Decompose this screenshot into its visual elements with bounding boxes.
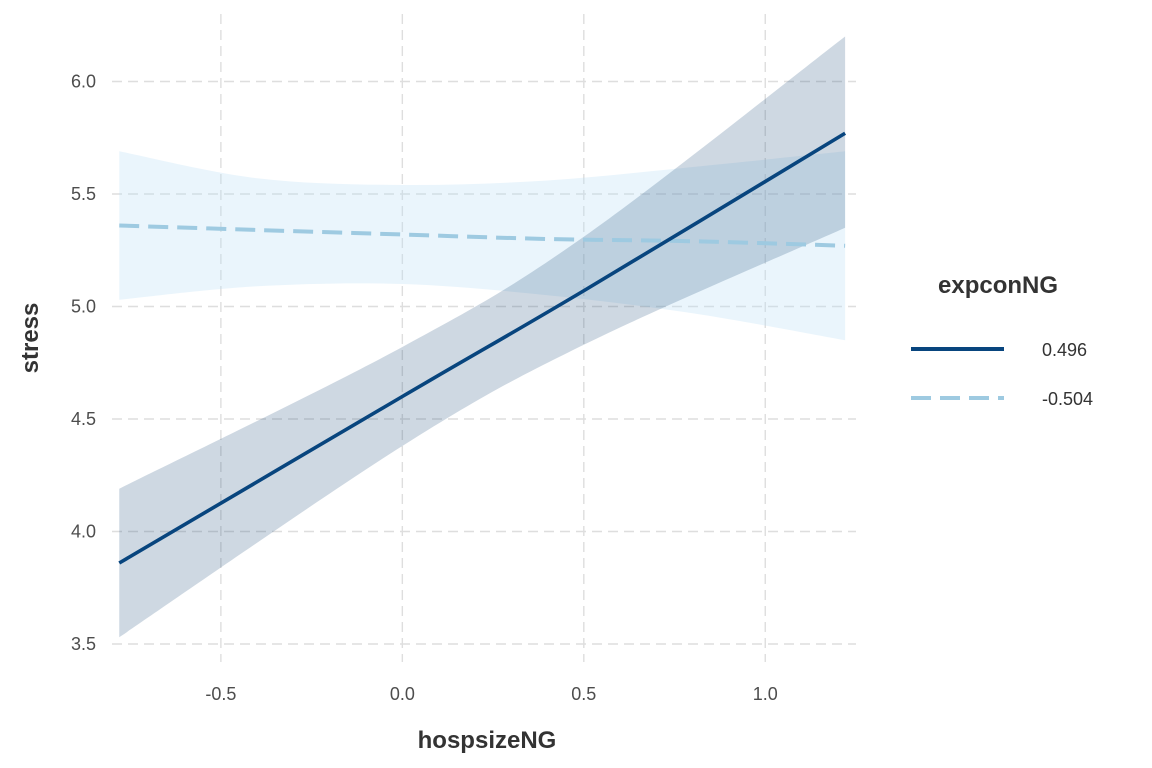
x-axis-title: hospsizeNG xyxy=(418,727,557,754)
y-tick-label: 6.0 xyxy=(71,72,96,92)
legend-title: expconNG xyxy=(938,272,1058,299)
confidence-band-1 xyxy=(119,151,846,341)
y-tick-label: 4.0 xyxy=(71,522,96,542)
series-lines xyxy=(118,131,847,565)
confidence-band-0 xyxy=(119,36,846,638)
x-tick-label: 0.0 xyxy=(390,684,415,704)
legend-label-0: 0.496 xyxy=(1042,340,1087,360)
y-axis-title: stress xyxy=(17,303,44,374)
legend: expconNG 0.496 -0.504 xyxy=(911,272,1093,409)
legend-label-1: -0.504 xyxy=(1042,389,1093,409)
y-tick-label: 3.5 xyxy=(71,634,96,654)
series-line-0 xyxy=(118,131,847,565)
confidence-bands xyxy=(119,36,846,638)
y-tick-label: 5.5 xyxy=(71,184,96,204)
grid xyxy=(112,14,856,662)
x-tick-label: 0.5 xyxy=(571,684,596,704)
x-tick-label: -0.5 xyxy=(205,684,236,704)
series-line-1 xyxy=(119,223,846,248)
x-tick-labels: -0.5 0.0 0.5 1.0 xyxy=(205,684,777,704)
y-tick-label: 5.0 xyxy=(71,297,96,317)
y-tick-label: 4.5 xyxy=(71,409,96,429)
y-tick-labels: 3.5 4.0 4.5 5.0 5.5 6.0 xyxy=(71,72,96,655)
x-tick-label: 1.0 xyxy=(753,684,778,704)
